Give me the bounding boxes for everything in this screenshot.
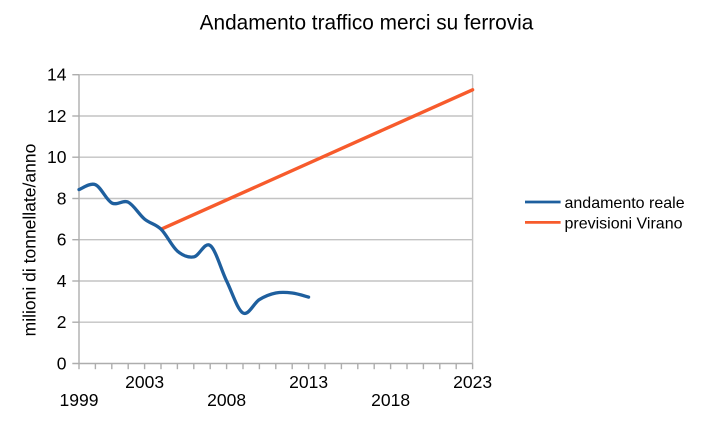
svg-text:4: 4 xyxy=(57,271,67,291)
svg-text:2018: 2018 xyxy=(371,390,410,410)
svg-text:2013: 2013 xyxy=(289,372,328,392)
svg-text:Andamento traffico merci su fe: Andamento traffico merci su ferrovia xyxy=(200,12,534,35)
svg-text:14: 14 xyxy=(47,65,67,85)
svg-text:2023: 2023 xyxy=(453,372,492,392)
svg-text:0: 0 xyxy=(57,354,67,374)
svg-text:milioni di tonnellate/anno: milioni di tonnellate/anno xyxy=(20,144,40,337)
svg-text:previsioni Virano: previsioni Virano xyxy=(565,215,683,232)
svg-text:2003: 2003 xyxy=(125,372,164,392)
svg-text:andamento reale: andamento reale xyxy=(565,195,685,212)
svg-text:2: 2 xyxy=(57,312,67,332)
svg-text:8: 8 xyxy=(57,189,67,209)
svg-text:6: 6 xyxy=(57,230,67,250)
svg-text:2008: 2008 xyxy=(207,390,246,410)
svg-text:12: 12 xyxy=(47,106,66,126)
svg-text:1999: 1999 xyxy=(60,390,99,410)
svg-text:10: 10 xyxy=(47,147,67,167)
